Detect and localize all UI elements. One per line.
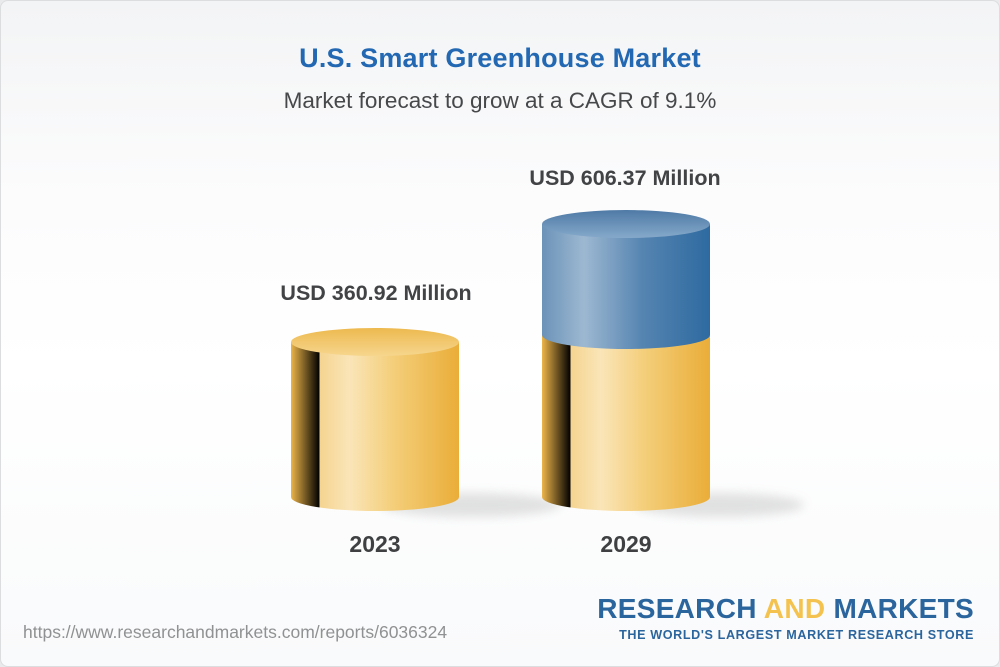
logo-wordmark: RESEARCH AND MARKETS xyxy=(597,595,974,623)
cylinder-2029-base xyxy=(542,335,710,511)
cylinder-2029-growth xyxy=(542,210,710,349)
page-subtitle: Market forecast to grow at a CAGR of 9.1… xyxy=(283,88,717,113)
cylinder-2023 xyxy=(291,328,459,511)
value-label-2023: USD 360.92 Million xyxy=(280,281,472,305)
report-url[interactable]: https://www.researchandmarkets.com/repor… xyxy=(23,622,448,642)
logo-word-and: AND xyxy=(763,593,826,624)
research-and-markets-logo[interactable]: RESEARCH AND MARKETS THE WORLD'S LARGEST… xyxy=(597,595,974,642)
logo-word-research: RESEARCH xyxy=(597,593,757,624)
logo-word-markets: MARKETS xyxy=(833,593,974,624)
page-title: U.S. Smart Greenhouse Market xyxy=(299,43,701,73)
category-label-2029: 2029 xyxy=(600,531,652,557)
value-label-2029: USD 606.37 Million xyxy=(529,166,721,190)
logo-tagline: THE WORLD'S LARGEST MARKET RESEARCH STOR… xyxy=(619,628,974,642)
category-label-2023: 2023 xyxy=(349,531,401,557)
